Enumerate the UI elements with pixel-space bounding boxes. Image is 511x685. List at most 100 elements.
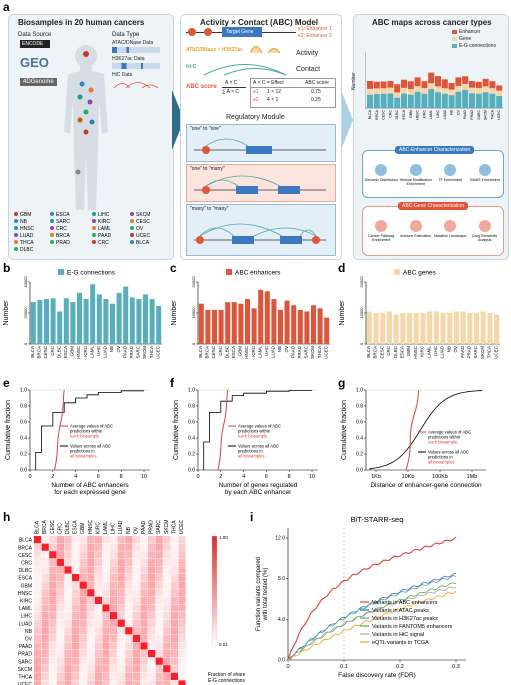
heatmap-cell [56,665,64,673]
heatmap-cell [178,543,186,551]
stacked-bar-eg [414,91,421,108]
stacked-x-tick-label: OV [456,109,460,115]
heatmap-cell [178,680,186,685]
panel-label-g: g [338,376,346,390]
cancer-legend-item: LUAD [14,233,33,239]
heatmap-cell [155,657,163,665]
heatmap-cell [148,551,156,559]
heatmap-cell [132,680,140,685]
stacked-bar-enhancer [373,81,380,89]
heatmap-cell [94,642,102,650]
stacked-bar-eg [496,95,503,108]
cancer-legend-item: CRC [50,226,67,232]
cancer-name: OV [136,226,144,232]
cancer-legend-item: SKCM [130,212,150,218]
heatmap-cell [72,642,80,650]
heatmap-cell [110,657,118,665]
stacked-bar-eg [489,93,496,108]
heatmap-row-label: KIRC [20,599,32,605]
heatmap-cell [41,604,49,612]
heatmap-row-label: LUAD [19,621,33,627]
heatmap-cell [34,543,42,551]
heatmap-cell [56,543,64,551]
cancer-dot-icon [50,240,54,244]
scale-caption: E-G connections [208,678,245,684]
x-tick-label: LIHC [264,345,269,356]
heatmap-cell [163,581,171,589]
heatmap-cell [155,536,163,544]
legend-gene-swatch [452,37,457,41]
chart-i-title: BiT-STARR-seq [351,515,404,524]
stacked-bar-enhancer [475,81,482,89]
heatmap-cell [87,657,95,665]
heatmap-cell [155,642,163,650]
heatmap-col-label: SARC [156,520,162,534]
x-axis-label: Number of ABC enhancers [51,482,129,489]
heatmap-cell [56,680,64,685]
gene-char-item-icon [444,220,457,232]
heatmap-cell [87,574,95,582]
heatmap-cell [79,612,87,620]
heatmap-cell [34,634,42,642]
stacked-x-tick-label: UCEC [497,110,501,120]
heatmap-cell [178,581,186,589]
heatmap-cell [79,536,87,544]
heatmap-col-label: UCEC [179,519,185,534]
heatmap-cell [34,627,42,635]
legend-all-text: predictions in [70,449,95,454]
bar [291,305,297,344]
x-tick-label: BLCA [366,346,371,358]
heatmap-cell [87,665,95,673]
heatmap-cell [79,672,87,680]
heatmap-col-label: THCA [171,520,177,534]
cancer-dot-icon [92,233,96,237]
heatmap-cell [79,657,87,665]
heatmap-cell [72,589,80,597]
heatmap-cell [132,543,140,551]
bar [366,311,372,344]
x-tick-label: 6 [97,474,100,480]
x-tick-label: LUAD [103,345,108,358]
heatmap-cell [87,612,95,620]
stacked-x-tick-label: DLBC [395,110,399,120]
heatmap-cell [155,627,163,635]
enhancer-char-item-icon [375,164,388,176]
bar [211,309,218,344]
stacked-x-tick-label: CRC [388,110,392,118]
legend-swatch [394,269,400,275]
heatmap-cell [140,612,148,620]
h3k27ac-track-icon [112,63,160,69]
heatmap-cell [178,657,186,665]
y-tick-label: 0.0 [278,658,285,664]
bar [238,303,244,344]
heatmap-cell [94,589,102,597]
heatmap-cell [41,543,49,551]
panel-label-c: c [170,261,177,275]
bar [244,299,251,344]
chart-f-cdf: Cumulative fraction 0.0 0.2 0.4 0.6 0.8 1.0 0 2 4… [173,388,318,496]
heatmap-cell [34,650,42,658]
y-tick-label: 40000 [23,276,28,288]
heatmap-cell [132,650,140,658]
heatmap-cell [94,634,102,642]
heatmap-cell [117,680,125,685]
heatmap-cell [178,536,186,544]
data-type-h3k27ac: H3K27ac Data [112,56,145,62]
heatmap-cell [170,672,178,680]
x-tick-label: LUAD [271,345,276,358]
heatmap-cell [94,558,102,566]
heatmap-cell [102,650,110,658]
heatmap-cell [148,589,156,597]
heatmap-cell [110,665,118,673]
heatmap-cell [132,657,140,665]
x-axis-label: Distance of enhancer-gene connection [370,482,482,489]
heatmap-row-label: SKCM [18,667,32,673]
stacked-x-tick-label: BLCA [368,109,372,119]
bar [142,294,149,344]
heatmap-cell [140,634,148,642]
stacked-x-tick-label: KIRC [422,110,426,119]
heatmap-cell [125,574,133,582]
target-gene-box [222,27,262,37]
stacked-bar-eg [407,94,414,108]
y-tick-label: 0.4 [188,436,195,442]
